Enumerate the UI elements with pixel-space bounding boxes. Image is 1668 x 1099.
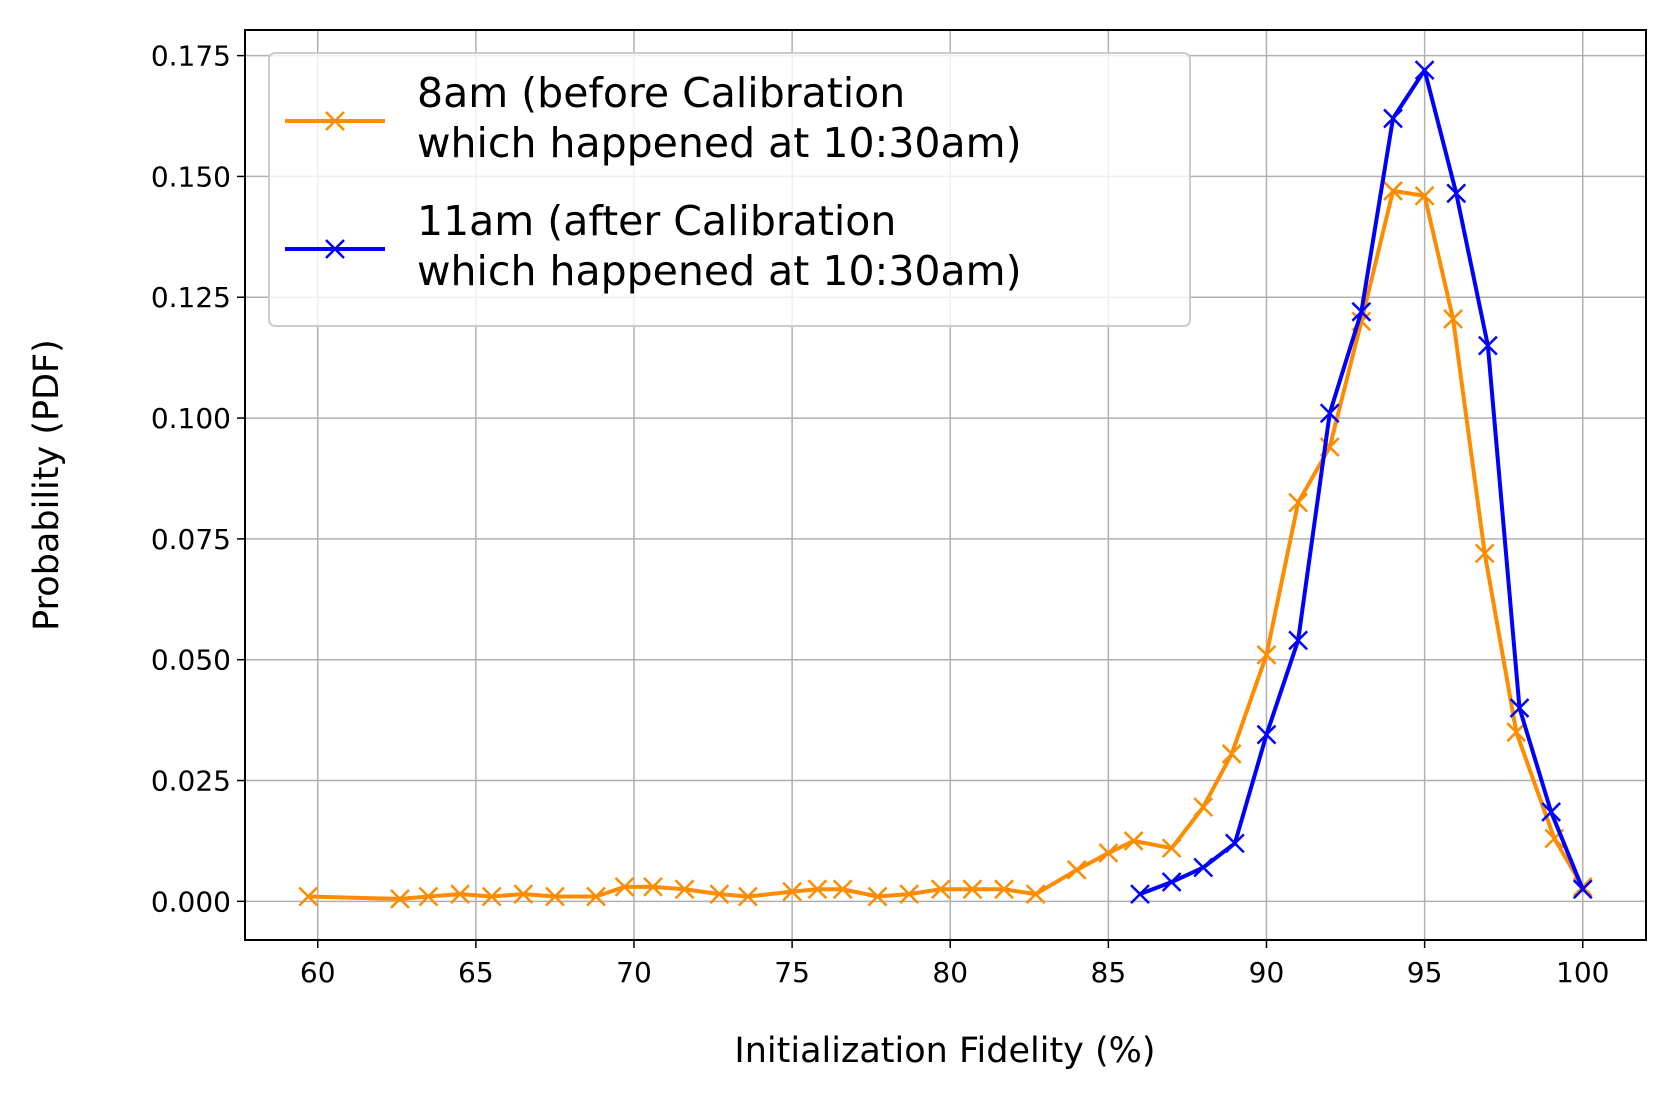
marker [1256,724,1277,745]
line [1139,68,1585,896]
x-tick-label: 80 [932,956,968,989]
marker [481,886,502,907]
marker [1474,543,1495,564]
marker [1414,60,1435,80]
y-tick-label: 0.000 [151,885,231,918]
marker [586,886,606,907]
y-tick-label: 0.075 [151,523,231,556]
x-tick-label: 75 [774,956,810,989]
marker [1193,797,1214,817]
marker [1221,744,1242,764]
marker [1572,879,1593,900]
marker [1446,183,1467,204]
x-tick-label: 100 [1556,956,1609,989]
y-tick-label: 0.050 [151,644,231,677]
marker [1414,185,1435,206]
marker [1443,309,1463,329]
marker [1288,492,1309,513]
y-tick-label: 0.100 [151,402,231,435]
marker [1541,802,1562,822]
marker [1161,872,1182,892]
marker [1477,335,1498,356]
marker [807,879,828,900]
marker [1098,843,1119,863]
x-tick-label: 90 [1249,956,1285,989]
marker [1130,884,1150,904]
marker [1066,860,1087,880]
marker [1123,831,1144,851]
marker [643,876,663,897]
marker [1193,857,1214,878]
plot-frame [244,29,1647,941]
marker [1224,833,1245,854]
marker [1288,630,1309,651]
marker [1256,644,1277,665]
legend-label: 8am (before Calibration which happened at… [417,69,1022,167]
y-tick-label: 0.025 [151,765,231,798]
marker [832,879,853,900]
x-tick-label: 70 [616,956,652,989]
x-tick-label: 85 [1091,956,1127,989]
marker [709,884,730,904]
marker [450,884,470,904]
marker [737,886,758,907]
marker [1351,301,1372,322]
marker [1383,181,1403,201]
marker [1025,884,1046,904]
marker [325,239,345,259]
marker [1509,698,1530,718]
legend: 8am (before Calibration which happened at… [268,52,1191,327]
marker [782,881,803,902]
marker [513,884,534,904]
marker [1383,108,1403,129]
marker [614,876,635,897]
marker [390,889,410,909]
x-tick-label: 60 [300,956,336,989]
y-tick-label: 0.150 [151,160,231,193]
x-tick-label: 95 [1407,956,1443,989]
marker [867,886,888,907]
marker [1319,403,1340,424]
marker [418,886,439,907]
x-axis-label: Initialization Fidelity (%) [734,1031,1155,1071]
marker [545,886,565,907]
marker [930,879,951,900]
marker [899,884,920,904]
marker [298,886,319,907]
marker [994,879,1014,900]
y-tick-label: 0.125 [151,281,231,314]
legend-box [268,52,1191,327]
x-tick-label: 65 [458,956,494,989]
legend-label: 11am (after Calibration which happened at… [417,197,1022,295]
y-axis-label: Probability (PDF) [27,339,67,631]
marker [1506,722,1527,743]
marker [962,879,983,900]
marker [325,111,345,131]
marker [674,879,695,900]
marker [1161,838,1182,859]
y-tick-label: 0.175 [151,40,231,73]
